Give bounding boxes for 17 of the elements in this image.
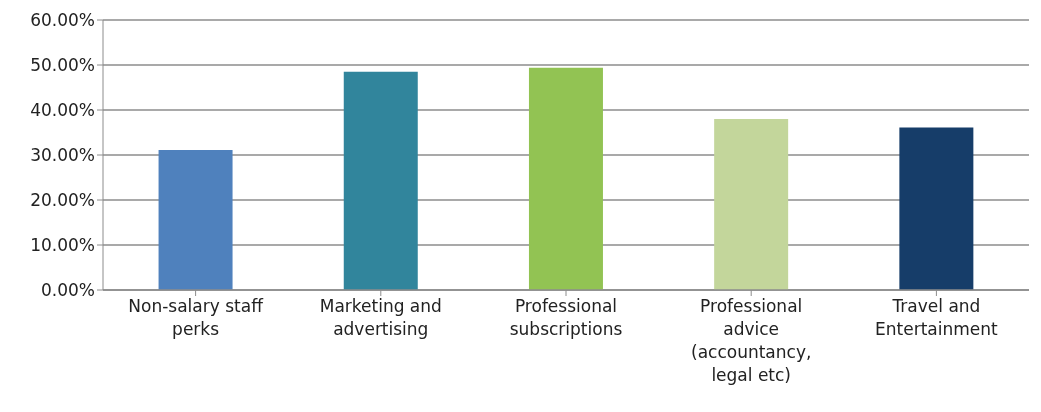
y-tick-label: 0.00% xyxy=(40,280,95,301)
y-tick-label: 10.00% xyxy=(30,235,95,256)
bar xyxy=(714,119,789,290)
x-tick-label: Professional advice (accountancy, legal etc) xyxy=(691,296,812,385)
y-tick-label: 50.00% xyxy=(30,55,95,76)
y-tick-label: 30.00% xyxy=(30,145,95,166)
y-tick-label: 20.00% xyxy=(30,190,95,211)
x-tick-label: Professional subscriptions xyxy=(509,296,623,339)
bar xyxy=(899,127,974,290)
y-tick-label: 40.00% xyxy=(30,100,95,121)
x-tick-label: Travel and Entertainment xyxy=(875,296,999,339)
bar xyxy=(528,67,603,290)
bar xyxy=(343,71,418,290)
bar xyxy=(158,150,233,290)
x-tick-label: Marketing and advertising xyxy=(319,296,442,339)
y-tick-label: 60.00% xyxy=(30,10,95,31)
x-tick-label: Non-salary staff perks xyxy=(128,296,265,339)
